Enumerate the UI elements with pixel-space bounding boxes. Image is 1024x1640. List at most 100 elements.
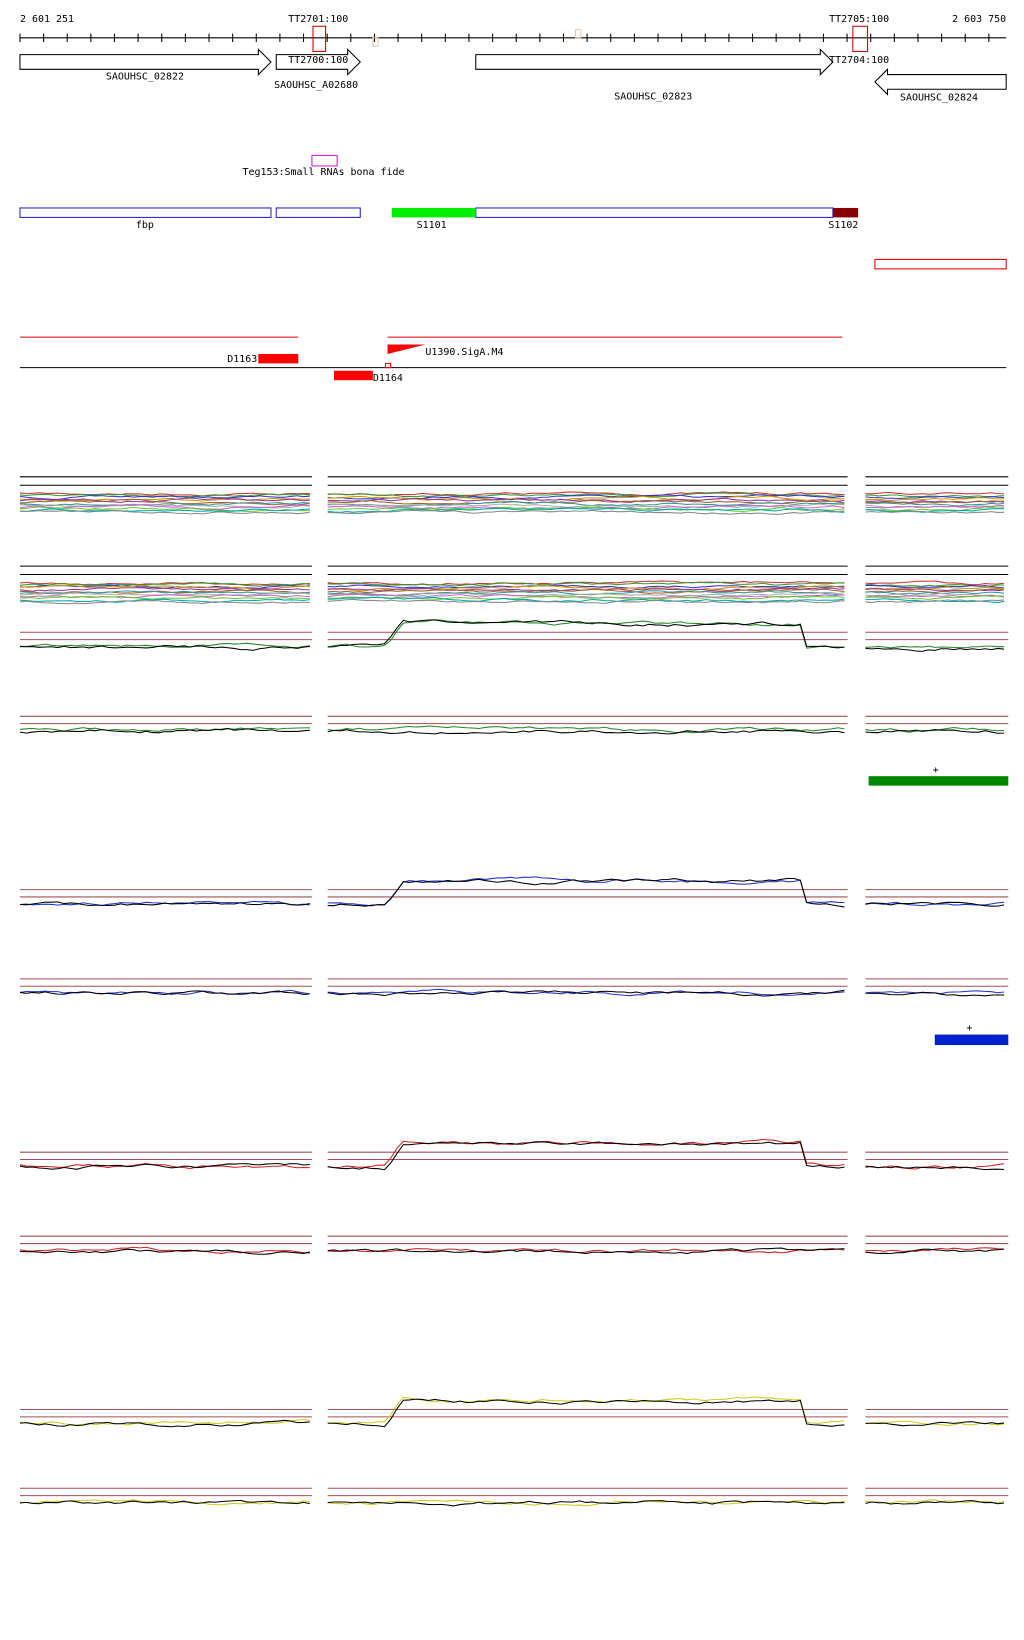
expression-line bbox=[865, 500, 1005, 504]
expression-line bbox=[19, 506, 310, 513]
expression-line bbox=[19, 595, 310, 600]
ruler-ticks bbox=[19, 33, 990, 43]
gene-label: SAOUHSC_A02680 bbox=[274, 80, 358, 91]
expression-line bbox=[865, 588, 1005, 594]
expression-line bbox=[327, 598, 845, 604]
segment bbox=[19, 207, 272, 218]
gene-label: SAOUHSC_02823 bbox=[614, 92, 692, 103]
expression-line bbox=[865, 1500, 1005, 1505]
expression-line bbox=[19, 727, 310, 734]
expression-line bbox=[327, 584, 845, 589]
expression-line bbox=[327, 725, 845, 734]
promoter-label: U1390.SigA.M4 bbox=[425, 347, 503, 358]
segment bbox=[874, 258, 1007, 270]
expression-line bbox=[865, 1163, 1005, 1170]
expression-line bbox=[865, 901, 1005, 907]
segment bbox=[832, 207, 859, 218]
expression-line bbox=[865, 645, 1005, 649]
expression-line bbox=[19, 1248, 310, 1255]
expression-line bbox=[327, 988, 845, 997]
expression-line bbox=[19, 493, 310, 498]
expression-line bbox=[327, 619, 845, 649]
terminator-label: TT2700:100 bbox=[288, 55, 348, 66]
promoter bbox=[387, 344, 426, 354]
strand-label: + bbox=[966, 1023, 972, 1034]
expression-line bbox=[19, 1162, 310, 1170]
gene-label: SAOUHSC_02822 bbox=[106, 72, 184, 83]
expression-line bbox=[19, 1162, 310, 1170]
terminator-label: TT2704:100 bbox=[829, 55, 889, 66]
transcript-label: D1164 bbox=[373, 373, 403, 384]
expression-line bbox=[19, 503, 310, 510]
expression-line bbox=[19, 990, 310, 996]
expression-line bbox=[327, 507, 845, 513]
mark bbox=[575, 28, 582, 39]
mark bbox=[372, 37, 379, 47]
expression-line bbox=[327, 591, 845, 597]
segment-label: S1102 bbox=[828, 220, 858, 231]
strand-label: + bbox=[933, 765, 939, 776]
gene-arrow bbox=[874, 68, 1007, 96]
expression-line bbox=[19, 584, 310, 591]
expression-line bbox=[327, 1398, 845, 1428]
expression-line bbox=[19, 727, 310, 732]
expression-line bbox=[865, 727, 1005, 733]
expression-line bbox=[19, 492, 310, 497]
expression-line bbox=[865, 510, 1005, 514]
expression-line bbox=[19, 1499, 310, 1506]
transcript bbox=[258, 353, 299, 364]
expression-line bbox=[19, 1419, 310, 1428]
gene-arrow bbox=[275, 48, 361, 76]
expression-line bbox=[865, 591, 1005, 595]
segment bbox=[391, 207, 476, 218]
expression-line bbox=[865, 497, 1005, 502]
gene-label: SAOUHSC_02824 bbox=[900, 93, 978, 104]
gene-arrow bbox=[19, 48, 272, 76]
terminator-label: TT2705:100 bbox=[829, 14, 889, 25]
expression-line bbox=[19, 644, 310, 651]
expression-line bbox=[19, 501, 310, 507]
srna-label: Teg153:Small RNAs bona fide bbox=[242, 167, 404, 178]
segment bbox=[475, 207, 834, 218]
strand-bar bbox=[934, 1034, 1009, 1046]
expression-line bbox=[19, 587, 310, 592]
expression-line bbox=[865, 1421, 1005, 1427]
expression-line bbox=[327, 500, 845, 507]
expression-line bbox=[865, 586, 1005, 590]
expression-line bbox=[865, 595, 1005, 600]
terminator bbox=[312, 25, 327, 52]
expression-line bbox=[19, 509, 310, 515]
expression-line bbox=[327, 509, 845, 515]
segment-label: fbp bbox=[136, 220, 154, 231]
segment bbox=[275, 207, 361, 218]
tracks: 2 601 251 2 603 750 TT2701:100 TT2705:10… bbox=[19, 14, 1009, 1507]
transcript-label: D1163 bbox=[227, 354, 257, 365]
expression-line bbox=[19, 498, 310, 506]
expression-line bbox=[19, 589, 310, 594]
expression-line bbox=[19, 497, 310, 503]
ruler-start: 2 601 251 bbox=[20, 14, 74, 25]
expression-line bbox=[865, 1248, 1005, 1255]
expression-line bbox=[327, 1500, 845, 1507]
expression-line bbox=[327, 1247, 845, 1255]
expression-line bbox=[19, 1499, 310, 1505]
terminator-label: TT2701:100 bbox=[288, 14, 348, 25]
expression-line bbox=[19, 508, 310, 513]
expression-line bbox=[19, 901, 310, 906]
expression-line bbox=[327, 619, 845, 649]
expression-line bbox=[865, 647, 1005, 652]
expression-line bbox=[865, 729, 1005, 734]
expression-line bbox=[19, 642, 310, 649]
expression-line bbox=[327, 491, 845, 497]
promoter-mark bbox=[384, 362, 392, 369]
expression-line bbox=[19, 600, 310, 605]
segment-label: S1101 bbox=[417, 220, 447, 231]
transcript bbox=[333, 370, 373, 381]
expression-line bbox=[865, 508, 1005, 513]
expression-line bbox=[327, 877, 845, 908]
expression-line bbox=[327, 593, 845, 599]
expression-line bbox=[19, 582, 310, 587]
expression-line bbox=[865, 580, 1005, 586]
